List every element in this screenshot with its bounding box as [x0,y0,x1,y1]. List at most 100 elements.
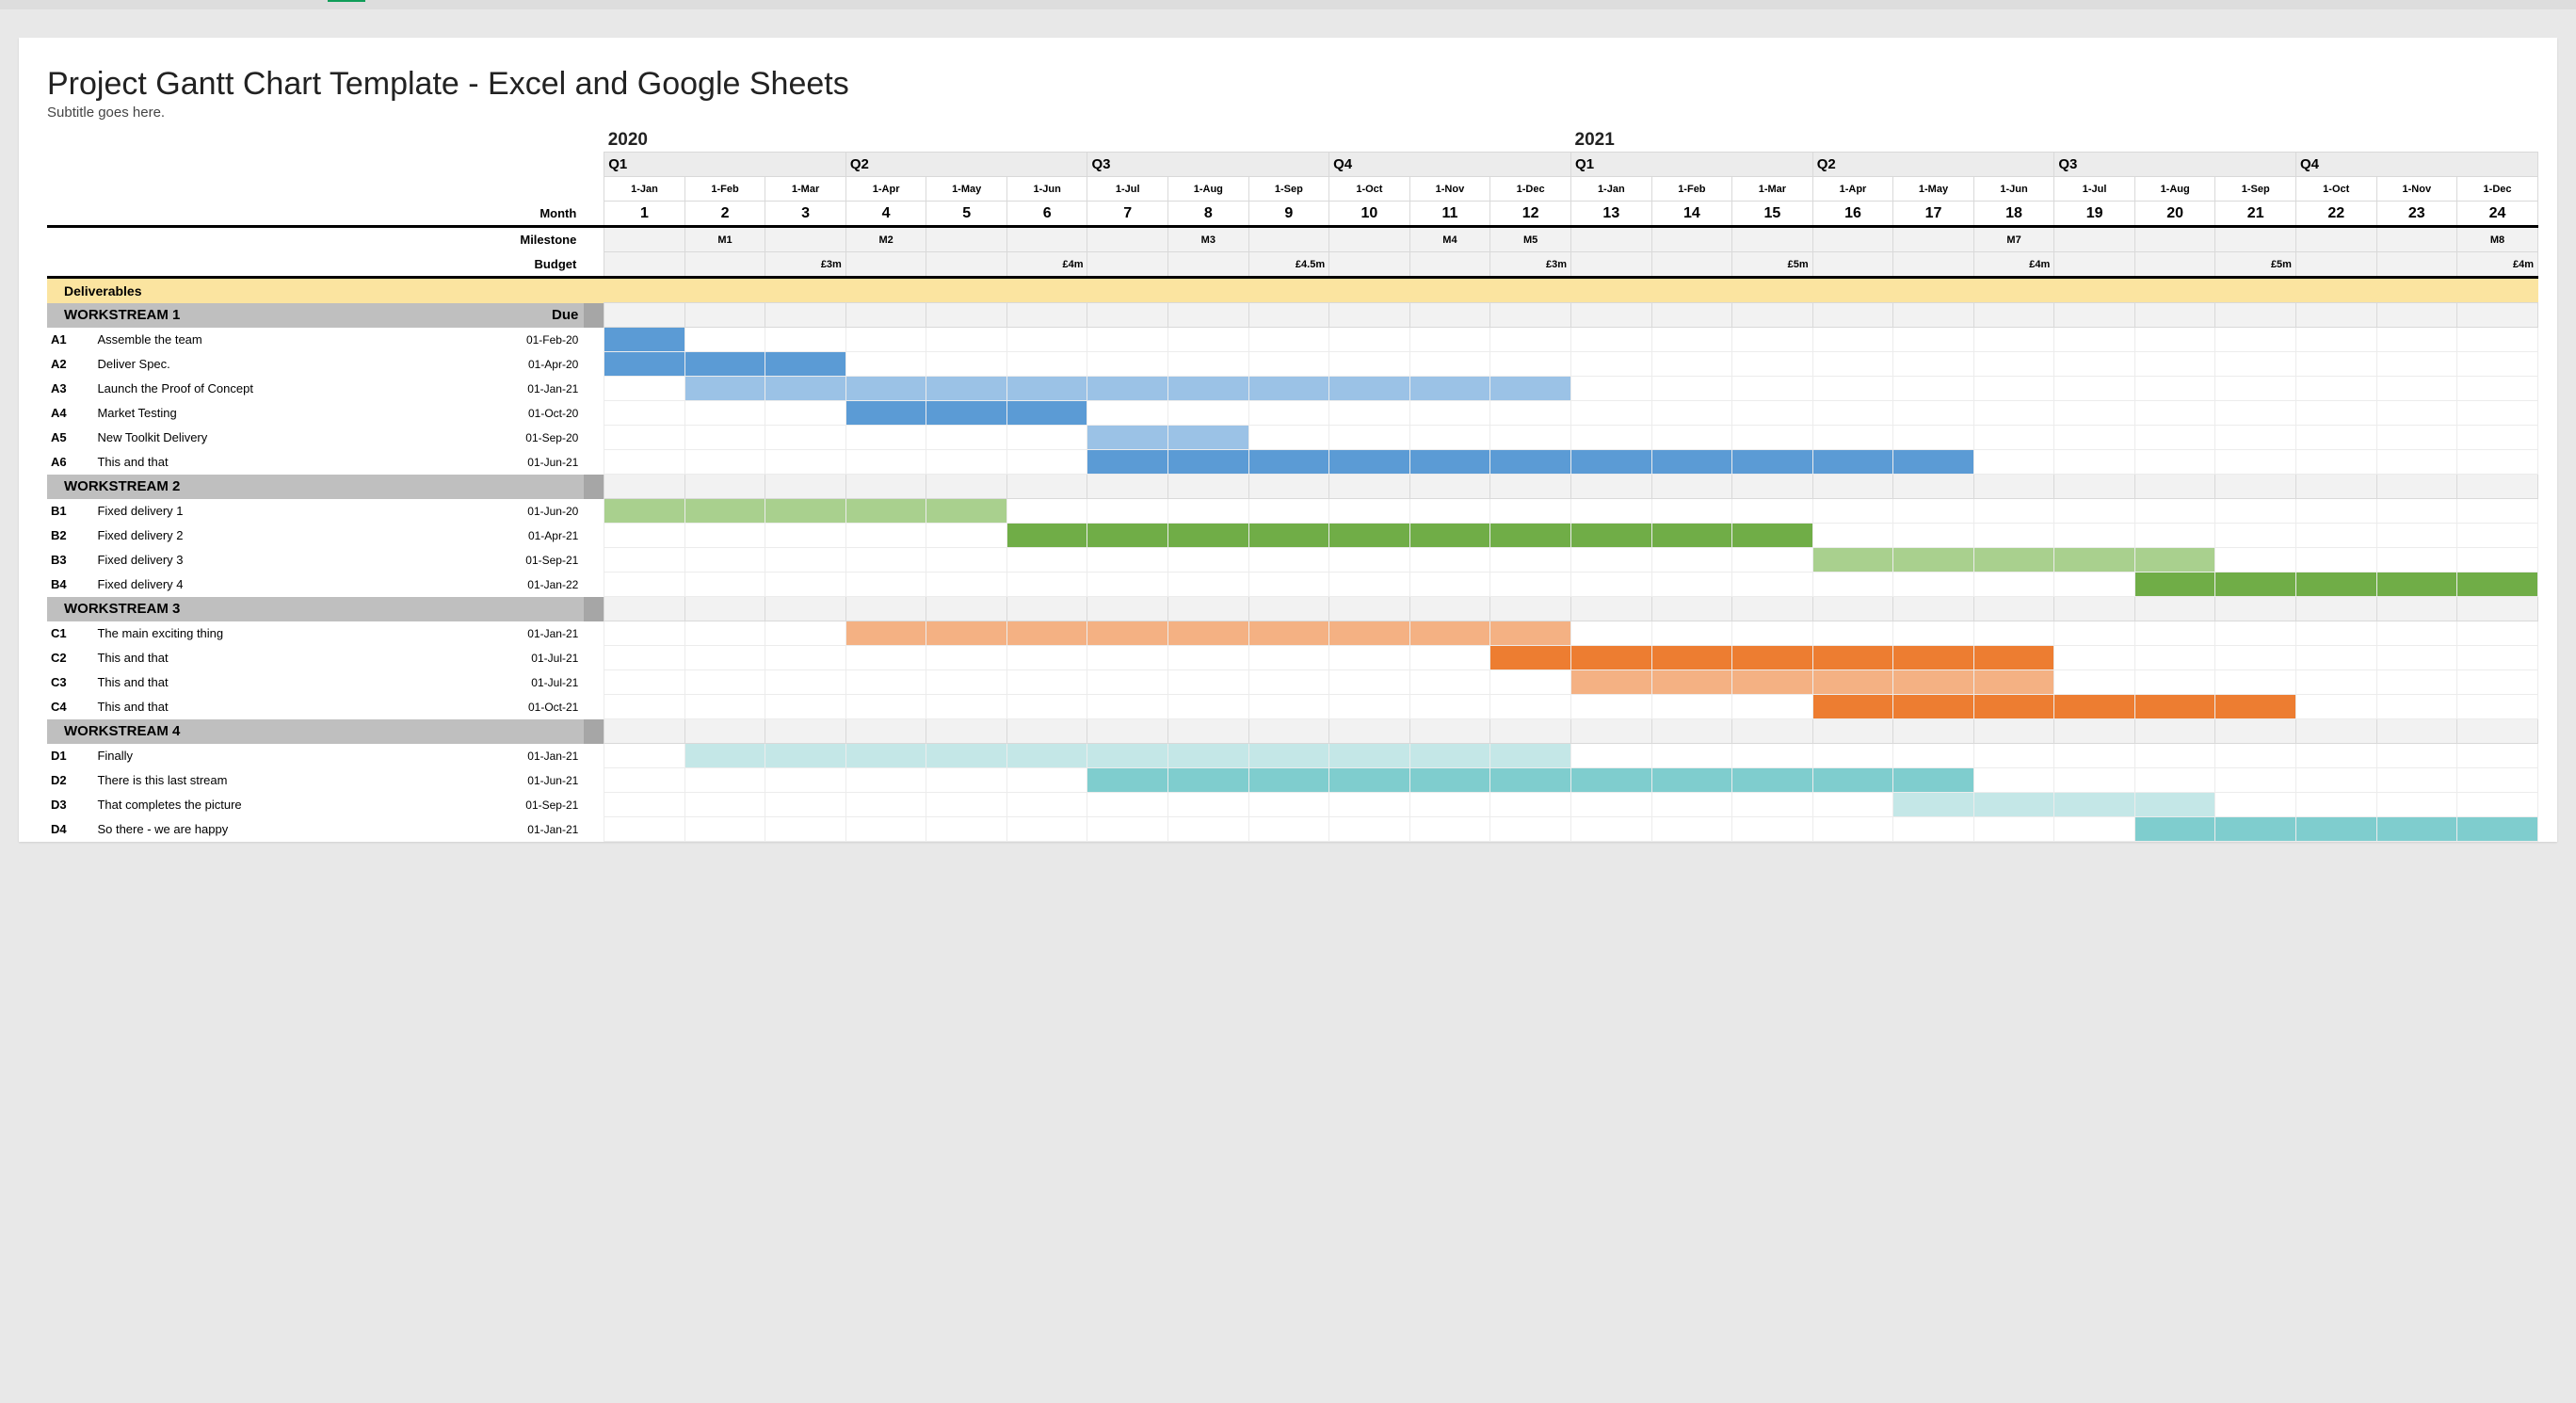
task-name: Finally [97,744,449,768]
task-name: That completes the picture [97,793,449,817]
task-due: 01-Oct-20 [450,401,585,426]
gantt-bar-segment [684,744,765,768]
month-number: 14 [1651,202,1732,227]
due-header [450,719,585,744]
task-name: Deliver Spec. [97,352,449,377]
milestone-cell: M5 [1490,227,1571,252]
task-due: 01-Jun-20 [450,499,585,524]
gantt-bar-segment [1732,670,1813,695]
due-header: Due [450,303,585,328]
budget-cell [684,252,765,278]
month-number: 13 [1571,202,1652,227]
gantt-bar-segment [845,377,926,401]
due-header [450,475,585,499]
month-date: 1-Mar [1732,177,1813,202]
gantt-bar-segment [1893,670,1974,695]
gantt-bar-segment [1812,646,1893,670]
page-title: Project Gantt Chart Template - Excel and… [47,66,2538,103]
deliverables-header: Deliverables [47,278,2538,303]
milestone-cell: M1 [684,227,765,252]
task-code: A1 [47,328,97,352]
gantt-bar-segment [1248,744,1329,768]
month-date: 1-Apr [1812,177,1893,202]
gantt-bar-segment [1409,377,1490,401]
gantt-bar-segment [1490,744,1571,768]
milestone-cell [1006,227,1087,252]
task-code: B3 [47,548,97,572]
month-date: 1-Aug [2134,177,2215,202]
gantt-bar-segment [765,744,846,768]
budget-cell [2054,252,2135,278]
task-row: B3Fixed delivery 301-Sep-21 [47,548,2538,572]
month-date: 1-Apr [845,177,926,202]
gantt-bar-segment [1248,768,1329,793]
task-row: A6This and that01-Jun-21 [47,450,2538,475]
quarter-label: Q2 [1812,153,2054,177]
task-row: D1Finally01-Jan-21 [47,744,2538,768]
milestone-cell [1087,227,1168,252]
milestone-cell [926,227,1007,252]
task-row: C1The main exciting thing01-Jan-21 [47,621,2538,646]
gantt-bar-segment [1571,450,1652,475]
gantt-bar-segment [1409,768,1490,793]
task-code: C3 [47,670,97,695]
task-name: There is this last stream [97,768,449,793]
task-code: A3 [47,377,97,401]
milestone-cell: M2 [845,227,926,252]
budget-cell [2376,252,2457,278]
gantt-bar-segment [1973,793,2054,817]
gantt-bar-segment [2134,572,2215,597]
month-number: 4 [845,202,926,227]
task-due: 01-Jul-21 [450,670,585,695]
task-row: D4So there - we are happy01-Jan-21 [47,817,2538,842]
gantt-bar-segment [1893,548,1974,572]
milestone-cell: M8 [2457,227,2538,252]
task-row: A5New Toolkit Delivery01-Sep-20 [47,426,2538,450]
month-date: 1-May [926,177,1007,202]
budget-cell [1651,252,1732,278]
milestone-cell [1812,227,1893,252]
gantt-bar-segment [845,621,926,646]
budget-cell: £3m [765,252,846,278]
gantt-bar-segment [1329,768,1410,793]
month-number: 1 [604,202,685,227]
gantt-bar-segment [1973,646,2054,670]
gantt-bar-segment [2457,572,2538,597]
gantt-bar-segment [1168,377,1249,401]
gantt-bar-segment [1490,450,1571,475]
task-due: 01-Sep-21 [450,548,585,572]
workstream-header: WORKSTREAM 1Due [47,303,2538,328]
gantt-bar-segment [1651,646,1732,670]
gantt-bar-segment [1248,524,1329,548]
task-row: D3That completes the picture01-Sep-21 [47,793,2538,817]
gantt-bar-segment [1006,377,1087,401]
year-label: 2020 [604,128,1571,153]
task-row: A3Launch the Proof of Concept01-Jan-21 [47,377,2538,401]
task-code: D1 [47,744,97,768]
gantt-bar-segment [1571,768,1652,793]
task-name: Market Testing [97,401,449,426]
gantt-bar-segment [604,352,685,377]
task-row: C3This and that01-Jul-21 [47,670,2538,695]
budget-cell [1168,252,1249,278]
budget-cell: £4m [2457,252,2538,278]
gantt-bar-segment [1812,548,1893,572]
milestone-cell [1571,227,1652,252]
gantt-bar-segment [1087,426,1168,450]
month-date: 1-Sep [1248,177,1329,202]
month-number: 12 [1490,202,1571,227]
gantt-bar-segment [1651,524,1732,548]
month-date: 1-Nov [1409,177,1490,202]
gantt-bar-segment [1812,670,1893,695]
budget-cell: £4m [1973,252,2054,278]
budget-cell [1893,252,1974,278]
spreadsheet-column-header-bar [0,0,2576,9]
month-number: 7 [1087,202,1168,227]
month-number: 17 [1893,202,1974,227]
gantt-bar-segment [1893,450,1974,475]
milestone-cell [2376,227,2457,252]
month-number: 8 [1168,202,1249,227]
gantt-bar-segment [2134,548,2215,572]
month-number: 6 [1006,202,1087,227]
gantt-bar-segment [1490,621,1571,646]
